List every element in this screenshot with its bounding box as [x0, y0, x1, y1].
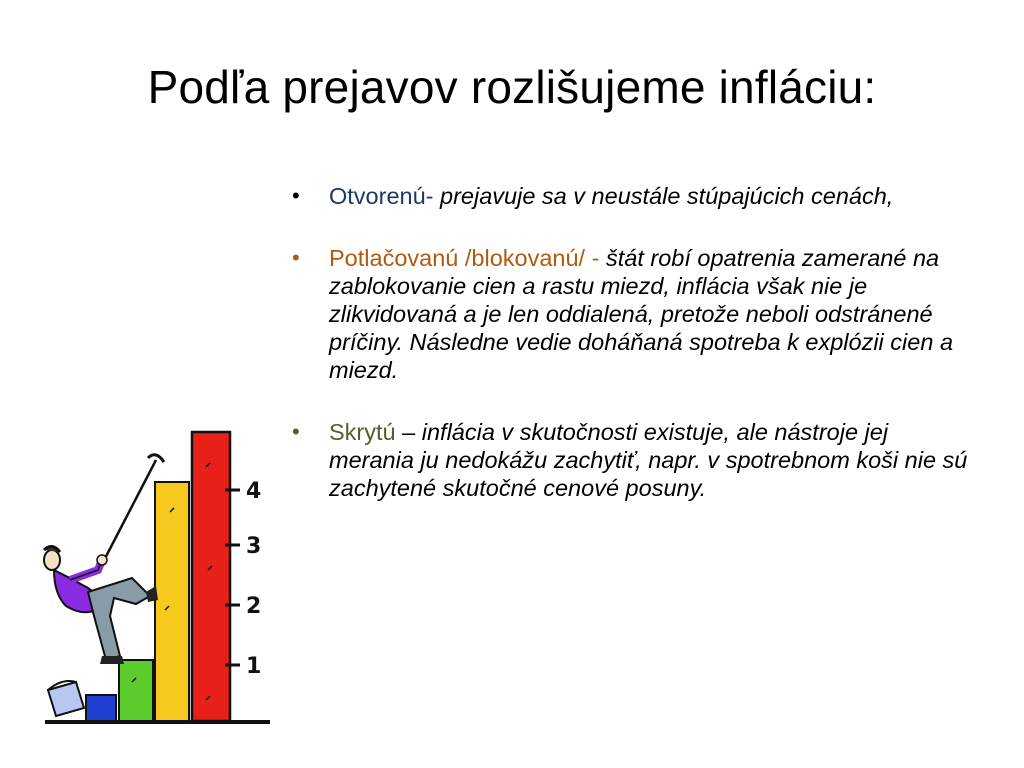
bullet-dot: • [292, 245, 300, 270]
bullet-description: prejavuje sa v neustále stúpajúcich cená… [440, 183, 894, 209]
bullet-description: inflácia v skutočnosti existuje, ale nás… [329, 419, 968, 501]
sketch-marks-icon [131, 462, 213, 701]
svg-text:1: 1 [246, 654, 261, 679]
bucket-icon [46, 680, 86, 718]
bullet-term: Potlačovanú /blokovanú/ [329, 245, 586, 271]
bullet-item-open: • Otvorenú- prejavuje sa v neustále stúp… [292, 182, 972, 210]
bullet-description: štát robí opatrenia zamerané na zablokov… [329, 245, 954, 383]
bullet-item-hidden: • Skrytú – inflácia v skutočnosti existu… [292, 418, 972, 502]
rope-icon [98, 459, 158, 569]
bullet-separator: - [425, 183, 441, 209]
svg-text:3: 3 [246, 534, 261, 559]
bullet-dot: • [292, 183, 300, 208]
bullet-item-suppressed: • Potlačovanú /blokovanú/ - štát robí op… [292, 244, 972, 384]
svg-text:4: 4 [246, 479, 261, 504]
bullet-list: • Otvorenú- prejavuje sa v neustále stúp… [292, 182, 972, 536]
slide-title: Podľa prejavov rozlišujeme infláciu: [147, 61, 877, 113]
bullet-term: Otvorenú [329, 183, 426, 209]
scale-ticks-icon [225, 488, 240, 667]
bullet-dot: • [292, 419, 300, 444]
svg-text:2: 2 [246, 594, 261, 619]
climber-bar-chart-icon: 4 3 2 1 [42, 430, 270, 724]
bar-green-icon [118, 659, 154, 722]
climber-figure-icon [42, 545, 158, 664]
bullet-term: Skrytú [329, 419, 396, 445]
scale-labels-icon: 4 3 2 1 [246, 479, 261, 679]
bullet-separator: – [395, 419, 422, 445]
bar-blue-icon [85, 694, 117, 722]
bullet-separator: - [585, 245, 606, 271]
bar-yellow-icon [154, 481, 190, 722]
pickaxe-icon [146, 453, 166, 463]
bar-red-icon [190, 430, 232, 723]
